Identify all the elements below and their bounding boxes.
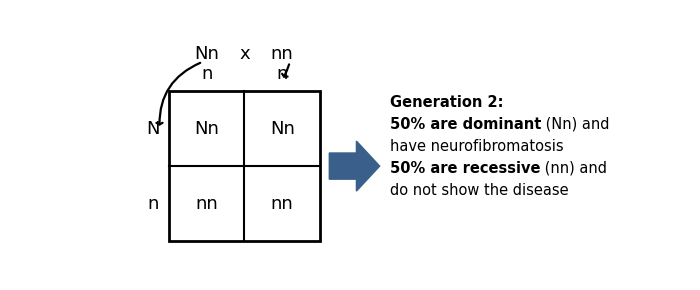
Text: n: n [201,65,212,83]
Text: x: x [239,45,250,63]
Text: have neurofibromatosis: have neurofibromatosis [390,139,564,154]
FancyArrow shape [329,141,379,191]
Text: (Nn) and: (Nn) and [541,117,610,132]
Bar [169,91,320,241]
Text: N: N [146,119,160,137]
Text: nn: nn [271,45,293,63]
Text: (nn) and: (nn) and [540,161,608,176]
Text: nn: nn [195,195,218,213]
Text: Generation 2:: Generation 2: [390,95,503,110]
Text: nn: nn [271,195,293,213]
Text: do not show the disease: do not show the disease [390,183,568,198]
Text: n: n [276,65,288,83]
Text: 50% are recessive: 50% are recessive [390,161,540,176]
Text: Nn: Nn [194,45,219,63]
Text: 50% are dominant: 50% are dominant [390,117,541,132]
Text: n: n [148,195,159,213]
Text: Nn: Nn [194,119,219,137]
Text: Nn: Nn [270,119,295,137]
